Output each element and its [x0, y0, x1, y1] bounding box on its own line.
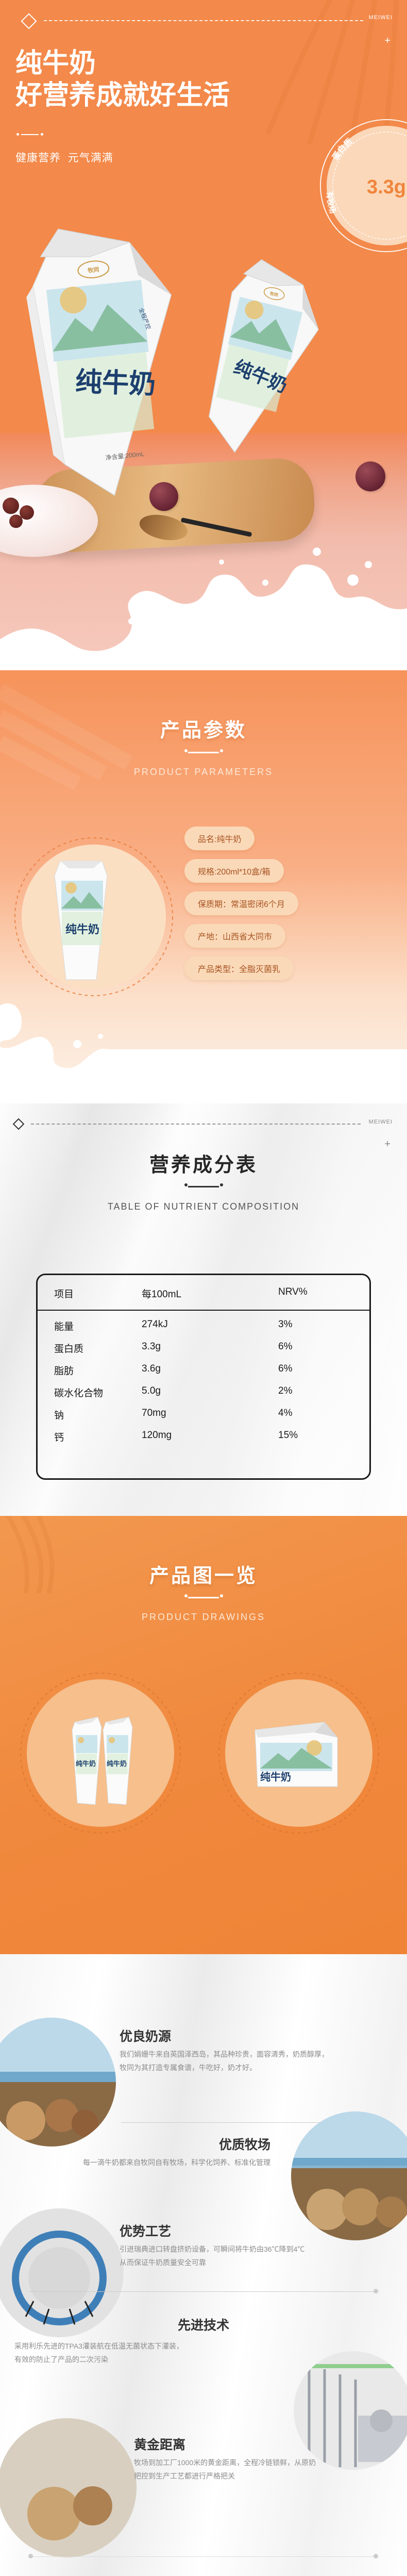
svg-text:3.3g: 3.3g	[367, 176, 406, 198]
svg-text:纯牛奶: 纯牛奶	[65, 923, 99, 936]
svg-text:纯牛奶: 纯牛奶	[76, 1760, 96, 1768]
svg-text:纯牛奶: 纯牛奶	[260, 1771, 291, 1783]
svg-text:纯牛奶: 纯牛奶	[107, 1760, 127, 1768]
